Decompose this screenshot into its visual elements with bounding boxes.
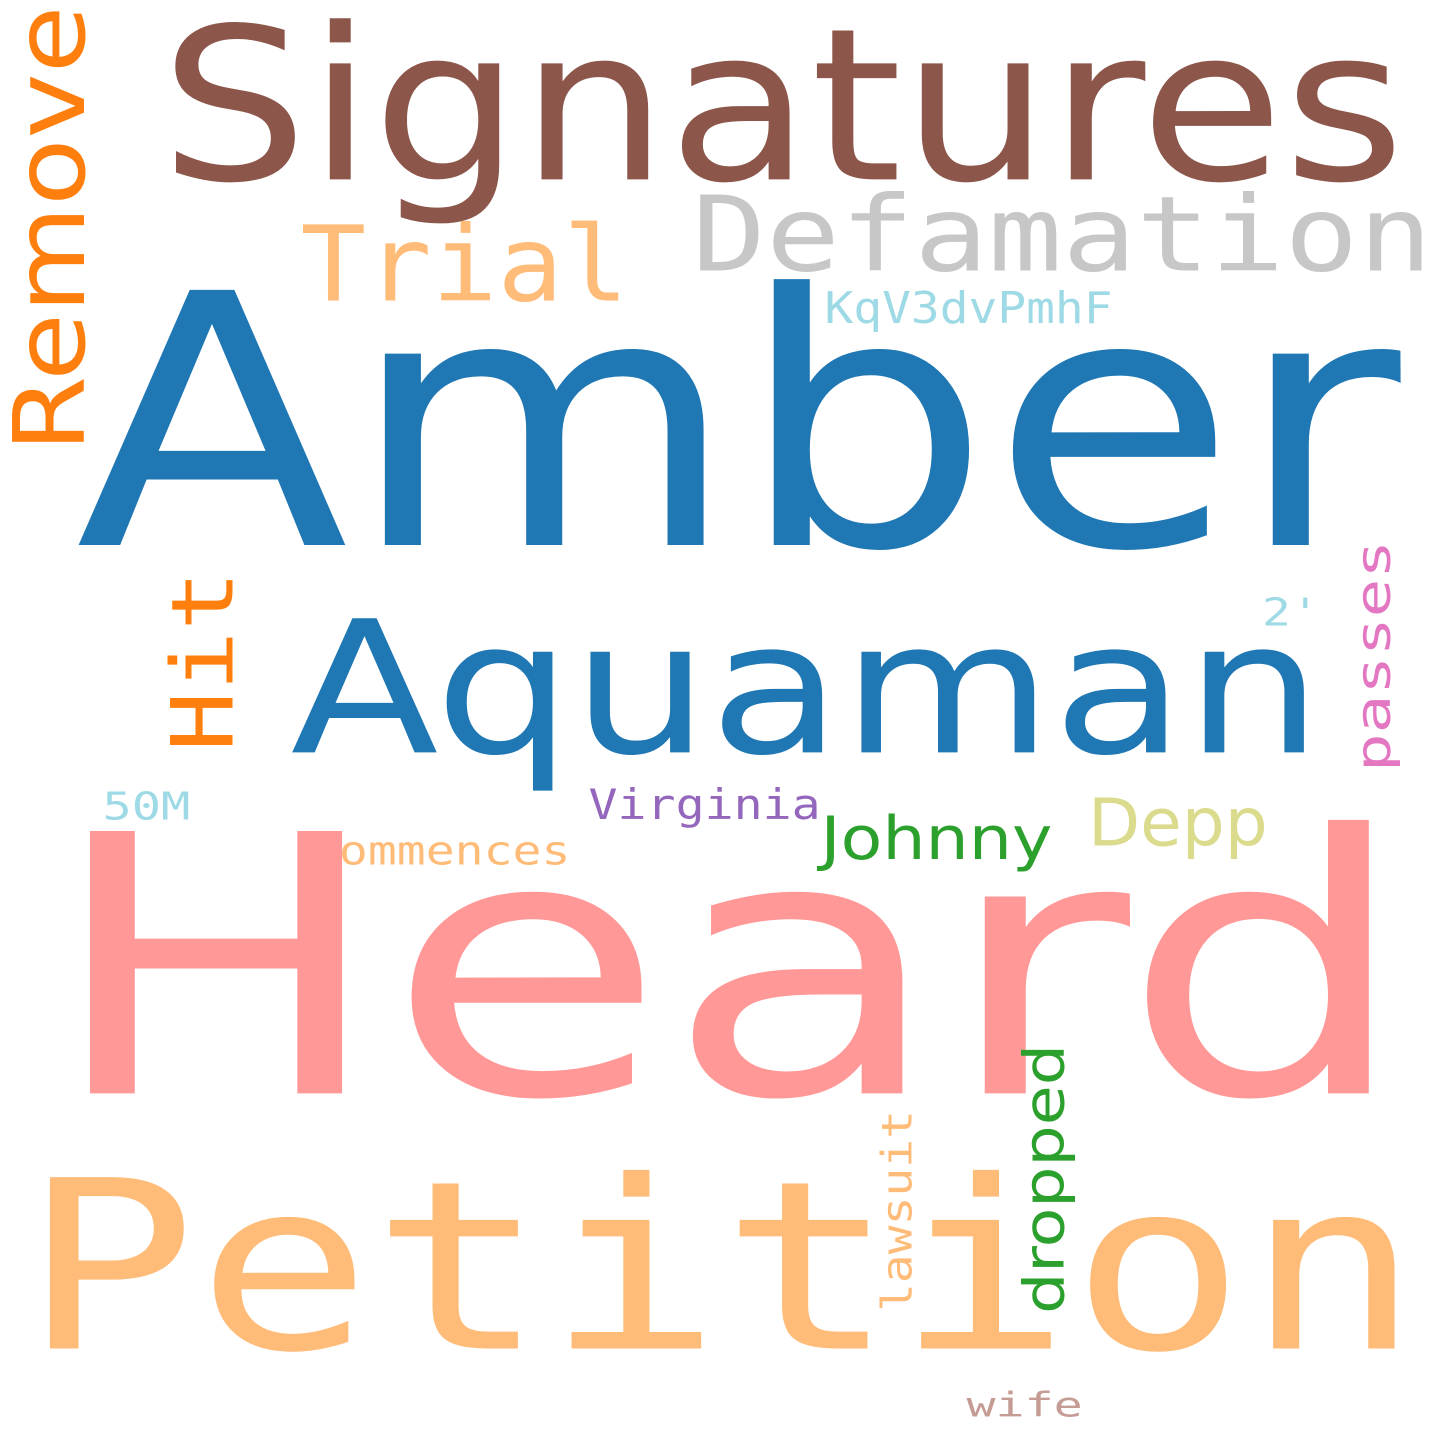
word-johnny: Johnny: [819, 803, 1052, 873]
word-2: 2': [1262, 590, 1320, 636]
word-kqv3dvpmhf: KqV3dvPmhF: [824, 282, 1113, 334]
word-defamation: Defamation: [692, 175, 1433, 296]
word-aquaman: Aquaman: [290, 582, 1322, 797]
word-wife: wife: [965, 1384, 1083, 1425]
word-hit: Hit: [152, 570, 253, 752]
word-50m: 50M: [102, 784, 190, 830]
word-petition: Petition: [21, 1131, 1421, 1404]
word-commences: commences: [309, 828, 571, 875]
word-virginia: Virginia: [588, 780, 821, 830]
word-depp: Depp: [1087, 783, 1268, 862]
word-amber: Amber: [75, 220, 1401, 629]
word-heard: Heard: [45, 760, 1410, 1180]
word-signatures: Signatures: [159, 0, 1405, 230]
word-trial: Trial: [300, 205, 629, 326]
word-passes: passes: [1345, 540, 1402, 772]
